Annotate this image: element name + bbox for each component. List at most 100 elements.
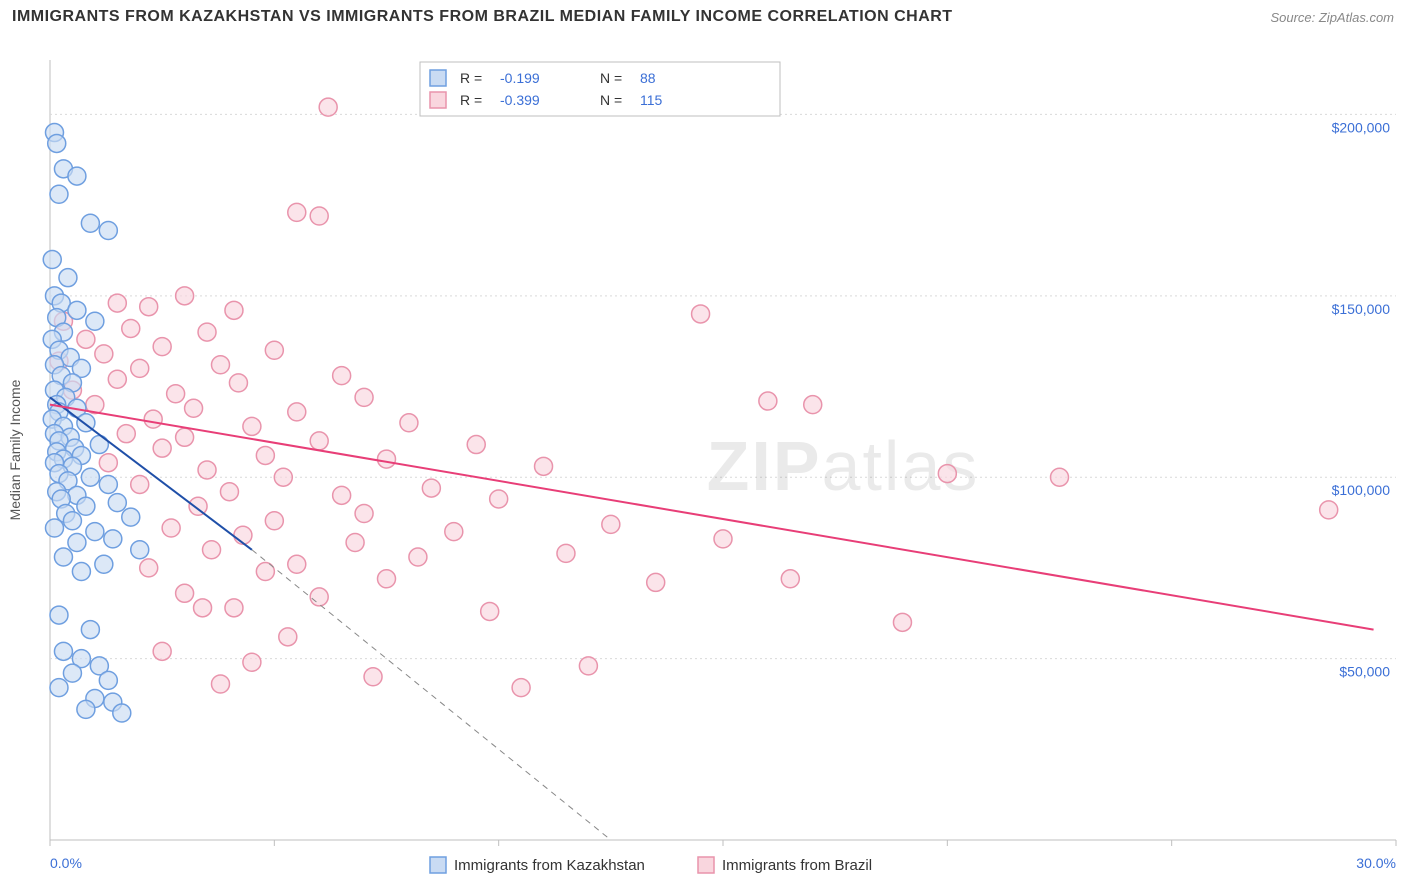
data-point — [938, 465, 956, 483]
data-point — [288, 203, 306, 221]
data-point — [131, 475, 149, 493]
data-point — [189, 497, 207, 515]
data-point — [225, 599, 243, 617]
chart-container: $50,000 $100,000 $150,000 $200,000 0.0% 30.0%… — [0, 40, 1406, 892]
legend-r-value: -0.399 — [500, 92, 540, 108]
data-point — [153, 642, 171, 660]
data-point — [108, 294, 126, 312]
data-point — [54, 642, 72, 660]
data-point — [467, 436, 485, 454]
scatter-chart: $50,000 $100,000 $150,000 $200,000 0.0% 30.0%… — [0, 40, 1406, 892]
data-point — [256, 446, 274, 464]
data-point — [355, 504, 373, 522]
data-point — [234, 526, 252, 544]
legend-n-label: N = — [600, 92, 622, 108]
data-point — [355, 388, 373, 406]
data-point — [131, 541, 149, 559]
data-point — [378, 450, 396, 468]
data-point — [243, 653, 261, 671]
legend-swatch — [430, 92, 446, 108]
legend-r-value: -0.199 — [500, 70, 540, 86]
legend-series-label: Immigrants from Kazakhstan — [454, 857, 645, 874]
data-point — [63, 664, 81, 682]
data-point — [95, 555, 113, 573]
data-point — [86, 312, 104, 330]
data-point — [176, 428, 194, 446]
data-point — [579, 657, 597, 675]
data-point — [81, 468, 99, 486]
trend-extrapolation — [252, 550, 611, 840]
data-point — [45, 519, 63, 537]
data-point — [1051, 468, 1069, 486]
data-point — [804, 396, 822, 414]
data-point — [714, 530, 732, 548]
data-point — [131, 359, 149, 377]
y-tick-label: $150,000 — [1332, 301, 1391, 317]
x-max-label: 30.0% — [1356, 855, 1396, 871]
data-point — [265, 512, 283, 530]
series-points — [50, 98, 1338, 696]
data-point — [364, 668, 382, 686]
data-point — [422, 479, 440, 497]
data-point — [86, 523, 104, 541]
data-point — [279, 628, 297, 646]
data-point — [108, 494, 126, 512]
data-point — [346, 534, 364, 552]
data-point — [108, 370, 126, 388]
data-point — [77, 700, 95, 718]
data-point — [557, 544, 575, 562]
data-point — [211, 356, 229, 374]
data-point — [113, 704, 131, 722]
data-point — [211, 675, 229, 693]
data-point — [198, 461, 216, 479]
x-min-label: 0.0% — [50, 855, 82, 871]
y-tick-label: $50,000 — [1339, 664, 1390, 680]
data-point — [99, 475, 117, 493]
data-point — [535, 457, 553, 475]
data-point — [176, 287, 194, 305]
data-point — [194, 599, 212, 617]
chart-title: IMMIGRANTS FROM KAZAKHSTAN VS IMMIGRANTS… — [12, 8, 1394, 26]
data-point — [48, 134, 66, 152]
data-point — [512, 679, 530, 697]
data-point — [490, 490, 508, 508]
data-point — [893, 613, 911, 631]
data-point — [400, 414, 418, 432]
legend-r-label: R = — [460, 92, 482, 108]
data-point — [122, 319, 140, 337]
data-point — [647, 573, 665, 591]
data-point — [54, 548, 72, 566]
data-point — [288, 555, 306, 573]
data-point — [481, 602, 499, 620]
legend-series-label: Immigrants from Brazil — [722, 857, 872, 874]
data-point — [333, 367, 351, 385]
legend-n-value: 88 — [640, 70, 656, 86]
data-point — [319, 98, 337, 116]
data-point — [409, 548, 427, 566]
data-point — [50, 185, 68, 203]
data-point — [99, 222, 117, 240]
legend-n-value: 115 — [640, 92, 663, 108]
data-point — [153, 338, 171, 356]
data-point — [162, 519, 180, 537]
data-point — [310, 432, 328, 450]
data-point — [220, 483, 238, 501]
data-point — [77, 497, 95, 515]
data-point — [72, 563, 90, 581]
data-point — [167, 385, 185, 403]
data-point — [445, 523, 463, 541]
y-tick-label: $200,000 — [1332, 119, 1391, 135]
data-point — [117, 425, 135, 443]
data-point — [140, 298, 158, 316]
data-point — [68, 301, 86, 319]
watermark: ZIPatlas — [707, 427, 980, 505]
data-point — [1320, 501, 1338, 519]
data-point — [288, 403, 306, 421]
data-point — [274, 468, 292, 486]
data-point — [781, 570, 799, 588]
y-tick-label: $100,000 — [1332, 482, 1391, 498]
data-point — [77, 330, 95, 348]
data-point — [243, 417, 261, 435]
data-point — [310, 207, 328, 225]
data-point — [225, 301, 243, 319]
